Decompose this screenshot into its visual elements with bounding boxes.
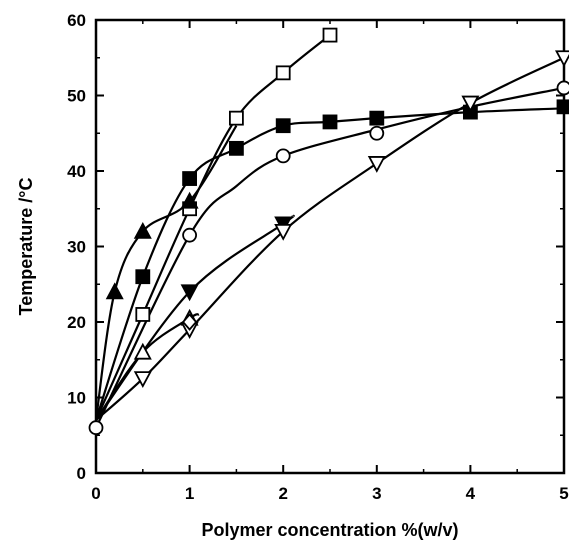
series-5-curve [95,313,200,421]
y-tick-label: 30 [67,238,86,257]
x-tick-label: 2 [278,484,287,503]
series-7-point [181,313,198,331]
series-2-curve [94,125,238,421]
series-6-point [274,223,293,241]
x-tick-label: 4 [466,484,476,503]
series-5-point [133,342,152,360]
series-6-point [133,371,152,389]
series-6-point [461,95,480,113]
x-tick-label: 0 [91,484,100,503]
series-6-curve [95,56,565,421]
y-axis-title: Temperature /°C [16,178,36,316]
series-3-point [369,125,385,141]
series-2-point [105,282,124,300]
plot-frame [94,18,566,475]
x-tick-label: 1 [185,484,194,503]
series-0-point [228,110,244,126]
series-2-point [133,221,152,239]
series-1-point [135,269,151,285]
series-3-curve [95,86,565,429]
series-0-point [275,65,291,81]
axes [94,18,566,475]
y-tick-label: 0 [77,464,86,483]
y-tick-label: 50 [67,87,86,106]
y-tick-label: 20 [67,313,86,332]
curves [94,34,565,429]
series-1-point [275,118,291,134]
y-tick-label: 10 [67,389,86,408]
x-axis-title: Polymer concentration %(w/v) [201,520,458,540]
series-1-point [369,110,385,126]
series-0-curve [94,34,331,421]
series-2-point [180,191,199,209]
series-3-point [182,227,198,243]
series-6-point [554,50,569,68]
y-tick-label: 40 [67,162,86,181]
markers [88,27,569,436]
y-tick-label: 60 [67,11,86,30]
series-0-point [135,307,151,322]
series-1-point [228,140,244,156]
x-tick-label: 5 [559,484,568,503]
x-tick-label: 3 [372,484,381,503]
series-1-point [182,171,198,186]
series-4-point [180,284,199,302]
series-1-point [556,99,569,115]
series-1-curve [94,107,565,421]
series-0-point [322,27,338,43]
series-3-point [556,80,569,96]
series-4-curve [95,214,295,421]
series-6-point [367,156,386,173]
series-3-point [275,148,291,164]
series-3-point [88,420,104,436]
series-1-point [322,114,338,130]
